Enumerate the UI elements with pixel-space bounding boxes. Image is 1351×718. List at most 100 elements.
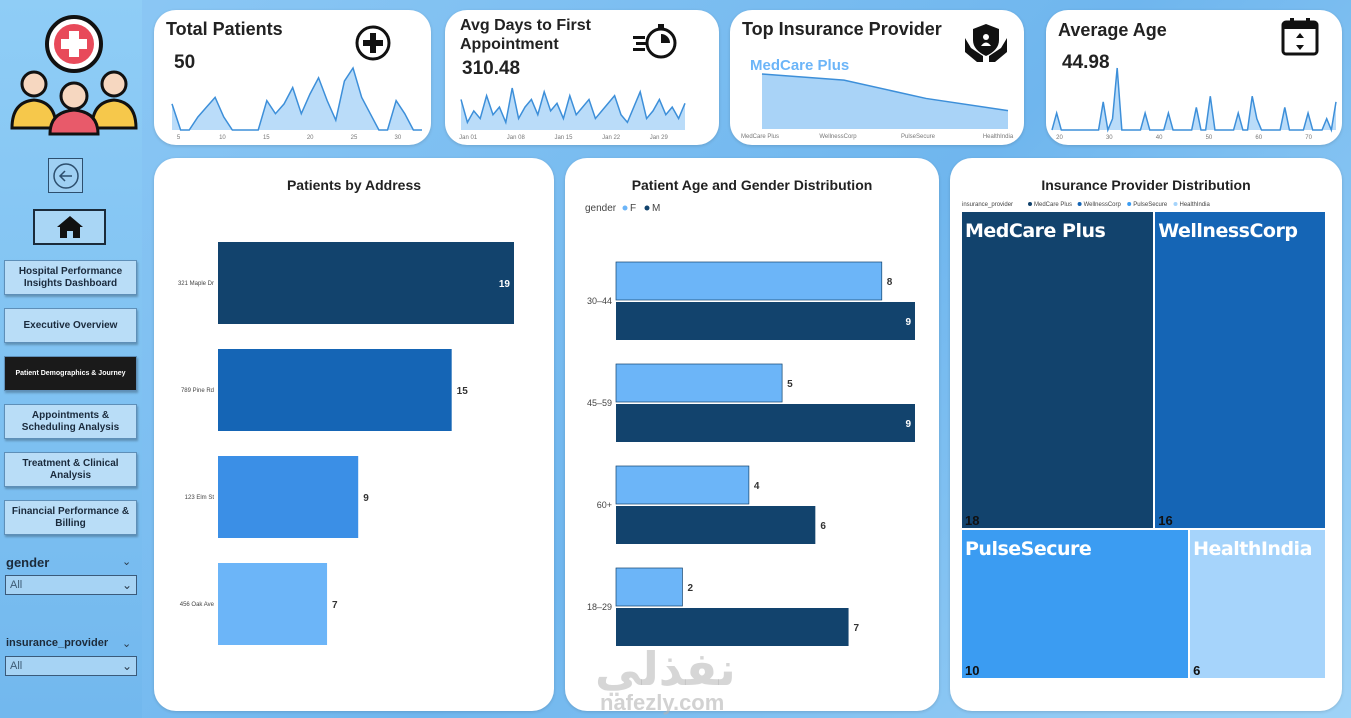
legend-label: MedCare Plus — [1034, 202, 1072, 208]
data-label: 2 — [687, 583, 693, 594]
top-insurance-area — [762, 74, 1008, 129]
bar[interactable] — [615, 465, 750, 505]
avg-days-sparkline: Jan 01 Jan 08 Jan 15 Jan 22 Jan 29 — [459, 87, 686, 141]
data-label: 9 — [905, 419, 911, 430]
nav-hospital-performance-button[interactable]: Hospital Performance Insights Dashboard — [4, 260, 137, 295]
bar[interactable] — [616, 608, 849, 646]
kpi-average-age-card: Average Age 44.98 20 30 40 50 60 70 — [1046, 10, 1342, 145]
gender-slicer-label: gender — [6, 555, 50, 570]
patients-by-address-chart: 321 Maple Dr 19 789 Pine Rd 15 123 Elm St 9 45… — [178, 242, 514, 645]
axis-tick-label: Jan 15 — [554, 135, 573, 141]
axis-tick-label: Jan 08 — [507, 135, 526, 141]
treemap-cell-label: HealthIndia — [1193, 538, 1312, 560]
average-age-area — [1052, 68, 1336, 130]
bar[interactable] — [616, 302, 915, 340]
bar[interactable] — [218, 349, 452, 431]
legend-label: HealthIndia — [1180, 202, 1211, 208]
insurance-slicer-value: All — [10, 660, 23, 672]
data-label: 19 — [499, 279, 511, 290]
panel-title: Patient Age and Gender Distribution — [631, 177, 873, 193]
nav-financial-button[interactable]: Financial Performance & Billing — [4, 500, 137, 535]
category-label: 456 Oak Ave — [180, 602, 215, 608]
watermark-latin: nafezly.com — [600, 690, 725, 715]
bar[interactable] — [615, 261, 883, 301]
kpi-title: Avg Days to First Appointment — [460, 17, 591, 53]
insurance-treemap: MedCare Plus 18 WellnessCorp 16 PulseSecure 1… — [962, 212, 1327, 680]
legend-label: PulseSecure — [1133, 202, 1168, 208]
kpi-avg-days-card: Avg Days to First Appointment 310.48 Jan… — [445, 10, 719, 145]
patients-by-address-panel: Patients by Address 321 Maple Dr 19 789 Pi… — [154, 158, 554, 711]
bar[interactable] — [218, 563, 328, 645]
avg-days-area — [461, 88, 685, 130]
treemap-cell-value: 18 — [965, 513, 980, 528]
back-button[interactable] — [48, 158, 83, 193]
kpi-value: 50 — [174, 52, 196, 73]
axis-tick-label: 40 — [1156, 135, 1163, 141]
legend-marker — [1127, 202, 1132, 206]
nav-executive-overview-button[interactable]: Executive Overview — [4, 308, 137, 343]
bar[interactable] — [218, 456, 359, 538]
plus-circle-icon — [355, 25, 391, 61]
age-gender-panel: Patient Age and Gender Distribution gend… — [565, 158, 939, 711]
chevron-down-icon[interactable]: ⌄ — [122, 556, 132, 568]
insurance-slicer-label: insurance_provider — [6, 637, 109, 649]
legend-label: M — [652, 203, 660, 214]
average-age-line — [1051, 67, 1337, 133]
legend-title: insurance_provider — [962, 202, 1013, 208]
treemap-cell-value: 6 — [1193, 663, 1201, 678]
panel-title: Patients by Address — [286, 177, 422, 193]
treemap-cell[interactable]: PulseSecure 10 — [962, 530, 1189, 678]
axis-tick-label: HealthIndia — [983, 134, 1014, 140]
top-insurance-value: MedCare Plus — [750, 57, 849, 74]
bar[interactable] — [616, 404, 915, 442]
data-label: 7 — [854, 623, 860, 634]
kpi-value: 310.48 — [462, 58, 521, 79]
axis-tick-label: Jan 29 — [650, 135, 669, 141]
top-insurance-area-chart: MedCare Plus MedCare Plus WellnessCorp Puls… — [741, 57, 1014, 140]
treemap-cell-value: 10 — [965, 663, 980, 678]
data-label: 7 — [332, 600, 338, 611]
axis-tick-label: MedCare Plus — [741, 134, 779, 140]
axis-tick-label: 50 — [1206, 135, 1213, 141]
category-label: 60+ — [597, 500, 612, 510]
arrow-left-icon — [52, 162, 79, 189]
data-label: 6 — [820, 521, 826, 532]
axis-tick-label: 20 — [307, 135, 314, 141]
kpi-value: 44.98 — [1062, 52, 1110, 73]
legend-label: F — [630, 203, 636, 214]
stopwatch-icon — [633, 24, 677, 59]
insurance-slicer-dropdown[interactable]: All ⌄ — [5, 656, 137, 676]
data-label: 5 — [787, 379, 793, 390]
category-label: 789 Pine Rd — [181, 388, 214, 394]
treemap-cell[interactable]: MedCare Plus 18 — [962, 212, 1154, 528]
nav-patient-demographics-button[interactable]: Patient Demographics & Journey — [4, 356, 137, 391]
bar[interactable] — [218, 242, 514, 324]
age-gender-chart: gender F M 8 9 30–44 5 9 45–59 4 6 60+ 2 7 18–29 — [585, 203, 915, 646]
axis-tick-label: 25 — [351, 135, 358, 141]
nav-appointments-button[interactable]: Appointments & Scheduling Analysis — [4, 404, 137, 439]
gender-slicer-dropdown[interactable]: All ⌄ — [5, 575, 137, 595]
axis-tick-label: 10 — [219, 135, 226, 141]
legend-marker — [1077, 202, 1082, 206]
kpi-title: Top Insurance Provider — [742, 19, 942, 39]
category-label: 321 Maple Dr — [178, 281, 214, 287]
legend-marker — [622, 205, 628, 211]
bar[interactable] — [615, 567, 683, 607]
panel-title: Insurance Provider Distribution — [1041, 177, 1251, 193]
nav-treatment-button[interactable]: Treatment & Clinical Analysis — [4, 452, 137, 487]
treemap-cell[interactable]: HealthIndia 6 — [1190, 530, 1325, 678]
legend-marker — [644, 205, 650, 211]
axis-tick-label: Jan 22 — [602, 135, 621, 141]
home-button[interactable] — [33, 209, 106, 245]
chevron-down-icon[interactable]: ⌄ — [122, 638, 132, 650]
bar[interactable] — [615, 363, 783, 403]
category-label: 45–59 — [587, 398, 612, 408]
total-patients-sparkline: 5 10 15 20 25 30 — [171, 66, 422, 141]
bar[interactable] — [616, 506, 816, 544]
avg-days-line — [460, 87, 686, 125]
treemap-cell[interactable]: WellnessCorp 16 — [1155, 212, 1325, 528]
axis-tick-label: 30 — [1106, 135, 1113, 141]
data-label: 9 — [363, 493, 369, 504]
average-age-sparkline: 20 30 40 50 60 70 — [1051, 67, 1337, 141]
axis-tick-label: 20 — [1056, 135, 1063, 141]
